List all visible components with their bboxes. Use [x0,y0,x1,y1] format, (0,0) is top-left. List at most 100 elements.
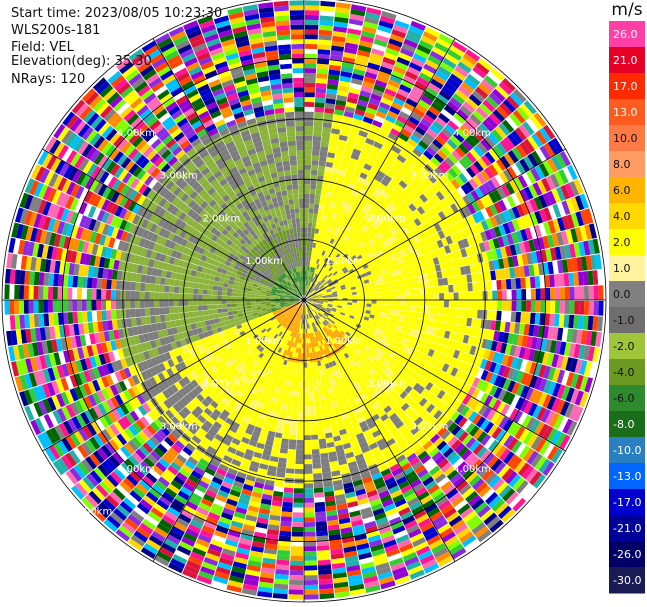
radar-gate [394,263,401,271]
radar-gate [300,291,303,296]
radar-gate [316,248,321,254]
radar-gate [462,238,470,248]
radar-gate [450,178,461,190]
radar-gate [407,258,415,266]
radar-gate [308,296,313,299]
radar-gate [169,313,176,321]
radar-gate [347,266,353,272]
radar-gate [289,228,294,234]
radar-gate [202,305,208,311]
radar-gate [294,97,304,103]
radar-gate [515,161,526,175]
radar-gate [207,289,213,295]
radar-gate [310,266,313,272]
radar-gate [244,113,256,121]
radar-gate [325,263,330,269]
radar-gate [394,224,402,232]
radar-gate [564,182,575,198]
radar-gate [362,232,369,239]
radar-gate [506,289,512,300]
radar-gate [284,107,295,113]
radar-gate [305,285,307,291]
radar-gate [212,304,218,310]
radar-gate [204,69,218,79]
radar-gate [315,97,326,103]
radar-gate [560,184,571,200]
radar-gate [309,203,315,209]
radar-gate [313,296,319,298]
radar-gate [365,235,373,242]
radar-gate [316,264,320,270]
radar-gate [374,174,383,183]
radar-gate [441,270,448,279]
radar-gate [243,192,252,200]
radar-gate [359,235,366,242]
radar-gate [314,287,319,291]
radar-gate [293,272,297,278]
radar-gate [47,300,53,313]
radar-gate [329,64,341,71]
radar-gate [345,273,352,279]
radar-gate [425,109,438,121]
radar-gate [301,285,303,291]
radar-gate [208,105,220,115]
radar-gate [472,66,487,79]
radar-gate [159,314,166,323]
radar-gate [447,181,457,193]
radar-gate [179,48,194,59]
radar-gate [570,228,579,243]
radar-gate [178,293,184,300]
radar-gate [275,15,290,22]
radar-gate [287,194,294,200]
radar-gate [140,282,146,292]
radar-gate [374,266,381,273]
radar-gate [307,292,311,297]
radar-gate [482,119,495,132]
radar-gate [348,87,361,95]
radar-gate [359,211,367,218]
radar-gate [391,29,407,39]
radar-gate [453,259,460,268]
radar-gate [488,239,496,250]
radar-gate [333,188,340,195]
radar-gate [376,225,383,233]
radar-gate [298,286,301,291]
radar-gate [173,300,179,307]
radar-gate [327,294,333,297]
radar-gate [328,248,333,254]
radar-gate [326,236,332,243]
radar-gate [423,114,435,125]
radar-gate [268,218,275,225]
radar-gate [391,145,402,155]
radar-gate [281,230,287,236]
radar-gate [175,39,190,50]
radar-gate [463,227,471,238]
radar-gate [495,248,503,259]
radar-gate [368,171,377,179]
radar-gate [450,213,459,224]
radar-gate [308,218,313,224]
radar-gate [247,169,256,177]
radar-gate [527,136,539,150]
radar-gate [316,78,328,84]
radar-gate [433,97,446,109]
radar-gate [252,101,263,109]
radar-gate [144,291,150,300]
radar-gate [303,290,304,296]
radar-gate [434,293,440,300]
radar-gate [443,105,456,116]
radar-gate [294,277,298,283]
radar-gate [369,52,384,61]
radar-gate [316,291,322,295]
radar-gate [575,195,585,211]
radar-gate [385,256,393,263]
radar-gate [518,124,531,139]
radar-gate [154,292,160,300]
radar-gate [401,189,410,198]
radar-gate [492,237,500,249]
radar-gate [409,89,423,100]
radar-gate [348,278,354,283]
radar-gate [197,288,204,295]
radar-gate [363,179,372,187]
radar-gate [248,87,260,95]
